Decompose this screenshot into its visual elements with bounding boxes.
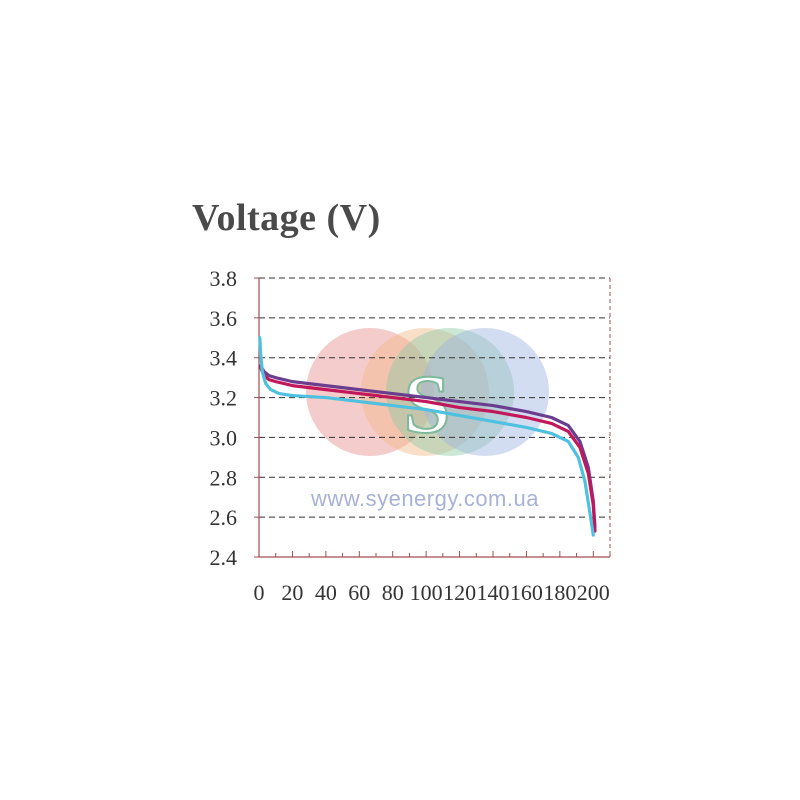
y-tick-label: 3.4 — [210, 346, 238, 371]
series — [258, 336, 597, 537]
x-tick-label: 60 — [348, 580, 370, 605]
x-tick-label: 180 — [543, 580, 576, 605]
x-tick-label: 160 — [510, 580, 543, 605]
y-tick-label: 3.2 — [210, 386, 238, 411]
watermark-url: www.syenergy.com.ua — [310, 486, 539, 511]
x-tick-label: 20 — [281, 580, 303, 605]
x-tick-label: 120 — [443, 580, 476, 605]
series-line-1 — [259, 364, 597, 529]
x-tick-label: 0 — [254, 580, 265, 605]
y-tick-label: 2.8 — [210, 465, 238, 490]
x-tick-label: 40 — [315, 580, 337, 605]
chart-title: Voltage (V) — [192, 197, 381, 239]
y-tick-label: 2.4 — [210, 545, 238, 570]
y-tick-label: 3.6 — [210, 306, 238, 331]
y-tick-label: 3.0 — [210, 425, 238, 450]
x-tick-label: 80 — [382, 580, 404, 605]
watermark-circle — [421, 328, 549, 456]
watermark-circle — [386, 328, 514, 456]
series-line-2 — [259, 366, 597, 533]
tick-labels: 2.42.62.83.03.23.43.63.80 20 40 60 80 100 120 1… — [210, 266, 610, 605]
x-tick-label: 100 — [410, 580, 443, 605]
axes — [254, 277, 611, 558]
watermark-circle — [361, 328, 489, 456]
grid — [259, 277, 611, 557]
series-line-3 — [258, 336, 595, 537]
x-tick-label: 200 — [577, 580, 610, 605]
y-tick-label: 2.6 — [210, 505, 238, 530]
y-tick-label: 3.8 — [210, 266, 238, 291]
x-tick-label: 140 — [477, 580, 510, 605]
watermark-logo: S — [404, 358, 451, 451]
